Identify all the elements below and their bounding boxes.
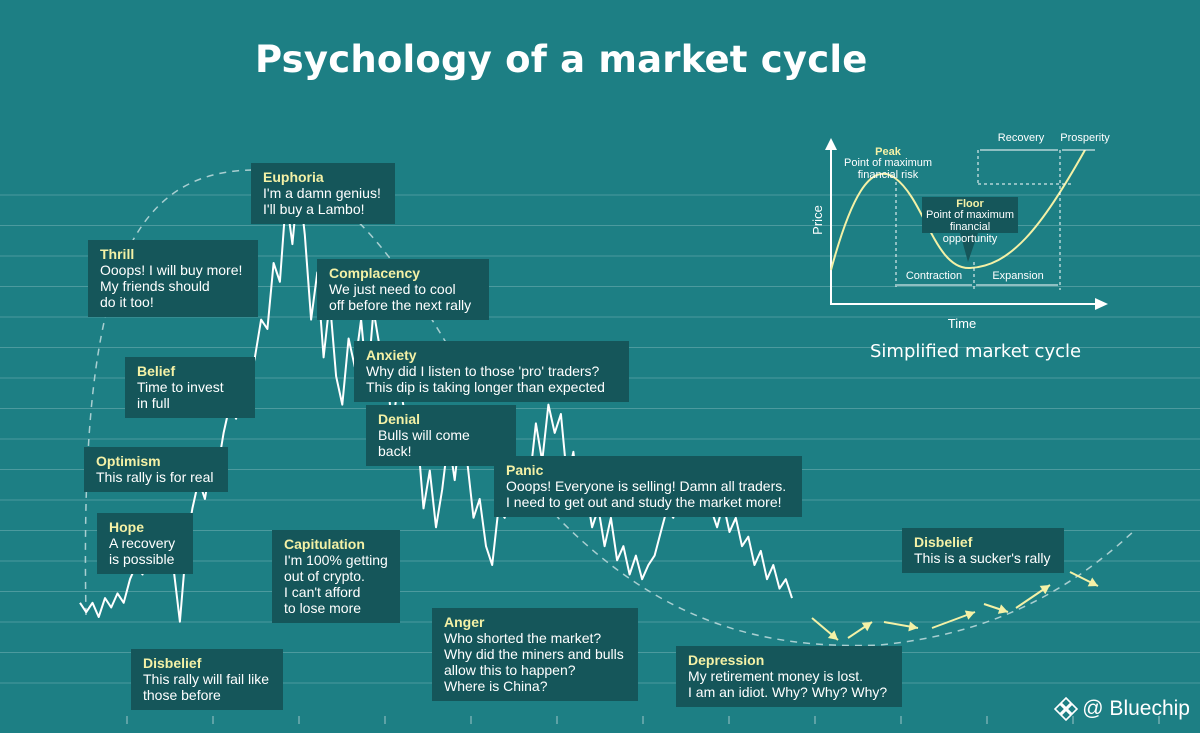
rally-arrow-head (861, 622, 872, 632)
stage-complacency: Complacency We just need to cool off bef… (317, 259, 489, 320)
diamond-logo-icon (1054, 697, 1079, 721)
stage-heading: Thrill (100, 246, 135, 262)
inset-cycle-curve (830, 149, 1086, 271)
inset-caption: Simplified market cycle (870, 341, 1082, 362)
stage-text: My retirement money is lost. I am an idi… (688, 668, 888, 700)
stage-heading: Euphoria (263, 169, 324, 185)
stage-text: We just need to cool off before the next… (329, 281, 472, 313)
stage-thrill: Thrill Ooops! I will buy more! My friend… (88, 240, 258, 317)
stage-anger: Anger Who shorted the market? Why did th… (432, 608, 638, 701)
stage-heading: Complacency (329, 265, 421, 281)
floor-callout-pointer (960, 233, 978, 262)
stage-heading: Optimism (96, 453, 161, 469)
stage-heading: Belief (137, 363, 176, 379)
rally-arrow-head (964, 610, 975, 620)
stage-heading: Anger (444, 614, 485, 630)
stage-disbelief-2: Disbelief This is a sucker's rally (902, 528, 1064, 573)
stage-heading: Disbelief (143, 655, 202, 671)
inset-chart (825, 138, 1108, 310)
stage-text: Bulls will come back! (378, 427, 470, 459)
stage-text: Why did I listen to those 'pro' traders?… (366, 363, 605, 395)
stage-text: I'm a damn genius! I'll buy a Lambo! (263, 185, 381, 217)
inset-floor-title: Floor (956, 198, 984, 210)
inset-recovery-label: Recovery (997, 132, 1045, 144)
stage-text: This rally is for real (96, 469, 214, 485)
rally-arrow-head (997, 604, 1008, 614)
stage-text: I'm 100% getting out of crypto. I can't … (284, 552, 388, 616)
inset-x-label: Time (947, 316, 977, 331)
inset-prosperity-label: Prosperity (1060, 132, 1110, 144)
inset-peak-title: Peak (875, 146, 901, 158)
inset-peak-text: Point of maximum financial risk (843, 157, 933, 181)
inset-floor-text: Point of maximum financial opportunity (925, 209, 1015, 245)
stage-text: Ooops! I will buy more! My friends shoul… (100, 262, 243, 310)
stage-text: This rally will fail like those before (143, 671, 270, 703)
stage-depression: Depression My retirement money is lost. … (676, 646, 902, 707)
stage-heading: Capitulation (284, 536, 365, 552)
stage-heading: Anxiety (366, 347, 417, 363)
stage-belief: Belief Time to invest in full (125, 357, 255, 418)
stage-text: Ooops! Everyone is selling! Damn all tra… (506, 478, 787, 510)
stage-heading: Denial (378, 411, 421, 427)
floor-callout-box (922, 197, 1018, 233)
stage-text: This is a sucker's rally (914, 550, 1051, 566)
rally-arrow-head (827, 630, 838, 640)
stage-optimism: Optimism This rally is for real (84, 447, 228, 492)
stage-heading: Disbelief (914, 534, 973, 550)
inset-y-arrow (825, 138, 837, 150)
rally-arrows (811, 571, 1099, 641)
stage-heading: Hope (109, 519, 144, 535)
inset-x-arrow (1095, 298, 1108, 310)
stage-hope: Hope A recovery is possible (97, 513, 193, 574)
stage-capitulation: Capitulation I'm 100% getting out of cry… (272, 530, 400, 623)
inset-expansion-label: Expansion (992, 270, 1044, 282)
watermark: @ Bluechip (1054, 697, 1190, 721)
page-title: Psychology of a market cycle (255, 38, 868, 81)
stage-panic: Panic Ooops! Everyone is selling! Damn a… (494, 456, 802, 517)
inset-y-label: Price (810, 205, 825, 235)
stage-euphoria: Euphoria I'm a damn genius! I'll buy a L… (251, 163, 395, 224)
watermark-text: @ Bluechip (1082, 697, 1190, 720)
rally-arrow-head (1039, 585, 1050, 595)
x-axis-ticks (126, 716, 1160, 724)
stage-denial: Denial Bulls will come back! (366, 405, 516, 466)
stage-heading: Depression (688, 652, 765, 668)
stage-disbelief-1: Disbelief This rally will fail like thos… (131, 649, 283, 710)
rally-arrow-head (1087, 577, 1098, 587)
rally-arrow-head (908, 621, 918, 632)
stage-text: Time to invest in full (137, 379, 224, 411)
stage-anxiety: Anxiety Why did I listen to those 'pro' … (354, 341, 629, 402)
inset-contraction-label: Contraction (905, 270, 963, 282)
stage-text: A recovery is possible (109, 535, 176, 567)
stage-heading: Panic (506, 462, 544, 478)
stage-text: Who shorted the market? Why did the mine… (444, 630, 624, 694)
